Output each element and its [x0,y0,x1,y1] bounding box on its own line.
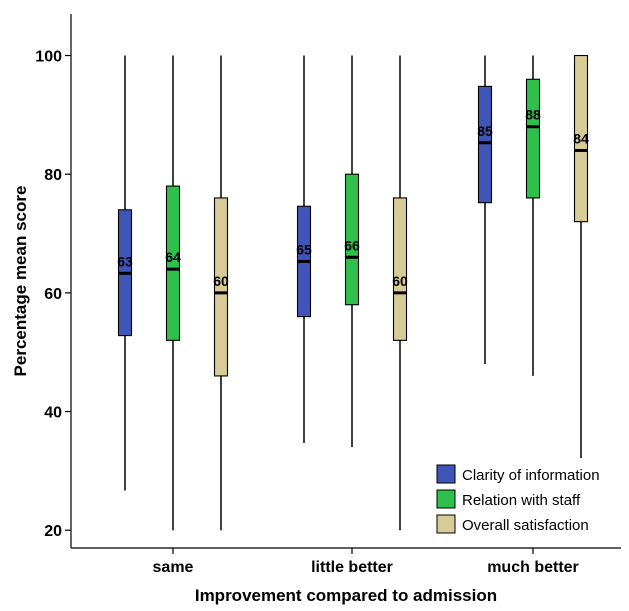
median-label: 66 [344,237,360,253]
box [392,197,408,341]
y-tick-label: 100 [35,49,62,66]
median-label: 65 [296,241,312,257]
box-0-0: 63 [117,55,133,491]
legend-label: Clarity of information [462,467,600,484]
y-axis-title: Percentage mean score [11,186,30,377]
median-label: 85 [477,123,493,139]
x-ticks: same little better much better [153,548,579,576]
y-ticks: 20 40 60 80 100 [35,49,71,540]
box [525,78,541,199]
median-label: 60 [392,273,408,289]
y-tick-label: 40 [44,405,62,422]
legend-swatch [436,489,456,509]
legend-swatch [436,464,456,484]
box-1-2: 88 [525,55,541,376]
median-label: 84 [573,130,589,146]
legend-frame [430,458,620,542]
legend-label: Overall satisfaction [462,517,589,534]
box-1-0: 64 [165,55,181,531]
median-label: 64 [165,249,181,265]
median-label: 60 [213,273,229,289]
box [344,173,360,306]
box [165,185,181,341]
box-2-2: 84 [573,54,589,459]
legend-label: Relation with staff [462,492,581,509]
x-tick-label: little better [311,559,393,576]
box-1-1: 66 [344,55,360,448]
x-tick-label: much better [487,559,579,576]
median-label: 88 [525,107,541,123]
y-tick-label: 80 [44,167,62,184]
y-tick-label: 60 [44,286,62,303]
median-label: 63 [117,253,133,269]
box-0-1: 65 [296,55,312,443]
box-0-2: 85 [477,55,493,365]
box [213,197,229,377]
x-axis-title: Improvement compared to admission [195,586,497,605]
box-2-0: 60 [213,55,229,531]
y-tick-label: 20 [44,523,62,540]
legend: Clarity of information Relation with staf… [430,458,620,542]
legend-swatch [436,514,456,534]
box-2-1: 60 [392,55,408,531]
box [573,54,589,223]
axes [70,14,621,549]
box-groups: 63 65 85 64 66 88 60 60 84 [117,54,589,531]
x-tick-label: same [153,559,194,576]
box [477,85,493,204]
